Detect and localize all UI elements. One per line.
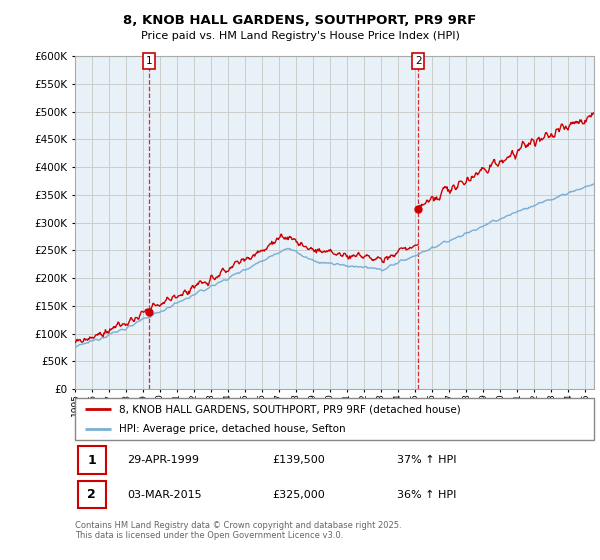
Text: 2: 2 bbox=[88, 488, 96, 501]
Text: 2: 2 bbox=[415, 56, 422, 66]
Text: 8, KNOB HALL GARDENS, SOUTHPORT, PR9 9RF (detached house): 8, KNOB HALL GARDENS, SOUTHPORT, PR9 9RF… bbox=[119, 404, 461, 414]
Text: £325,000: £325,000 bbox=[272, 490, 325, 500]
FancyBboxPatch shape bbox=[77, 446, 106, 474]
Text: 03-MAR-2015: 03-MAR-2015 bbox=[127, 490, 202, 500]
Text: Contains HM Land Registry data © Crown copyright and database right 2025.
This d: Contains HM Land Registry data © Crown c… bbox=[75, 521, 401, 540]
Text: 37% ↑ HPI: 37% ↑ HPI bbox=[397, 455, 456, 465]
FancyBboxPatch shape bbox=[75, 398, 594, 440]
Text: 1: 1 bbox=[88, 454, 96, 466]
Text: 36% ↑ HPI: 36% ↑ HPI bbox=[397, 490, 456, 500]
Text: 29-APR-1999: 29-APR-1999 bbox=[127, 455, 199, 465]
Text: 8, KNOB HALL GARDENS, SOUTHPORT, PR9 9RF: 8, KNOB HALL GARDENS, SOUTHPORT, PR9 9RF bbox=[124, 14, 476, 27]
FancyBboxPatch shape bbox=[77, 481, 106, 508]
Text: £139,500: £139,500 bbox=[272, 455, 325, 465]
Text: HPI: Average price, detached house, Sefton: HPI: Average price, detached house, Seft… bbox=[119, 424, 346, 434]
Text: 1: 1 bbox=[145, 56, 152, 66]
Text: Price paid vs. HM Land Registry's House Price Index (HPI): Price paid vs. HM Land Registry's House … bbox=[140, 31, 460, 41]
